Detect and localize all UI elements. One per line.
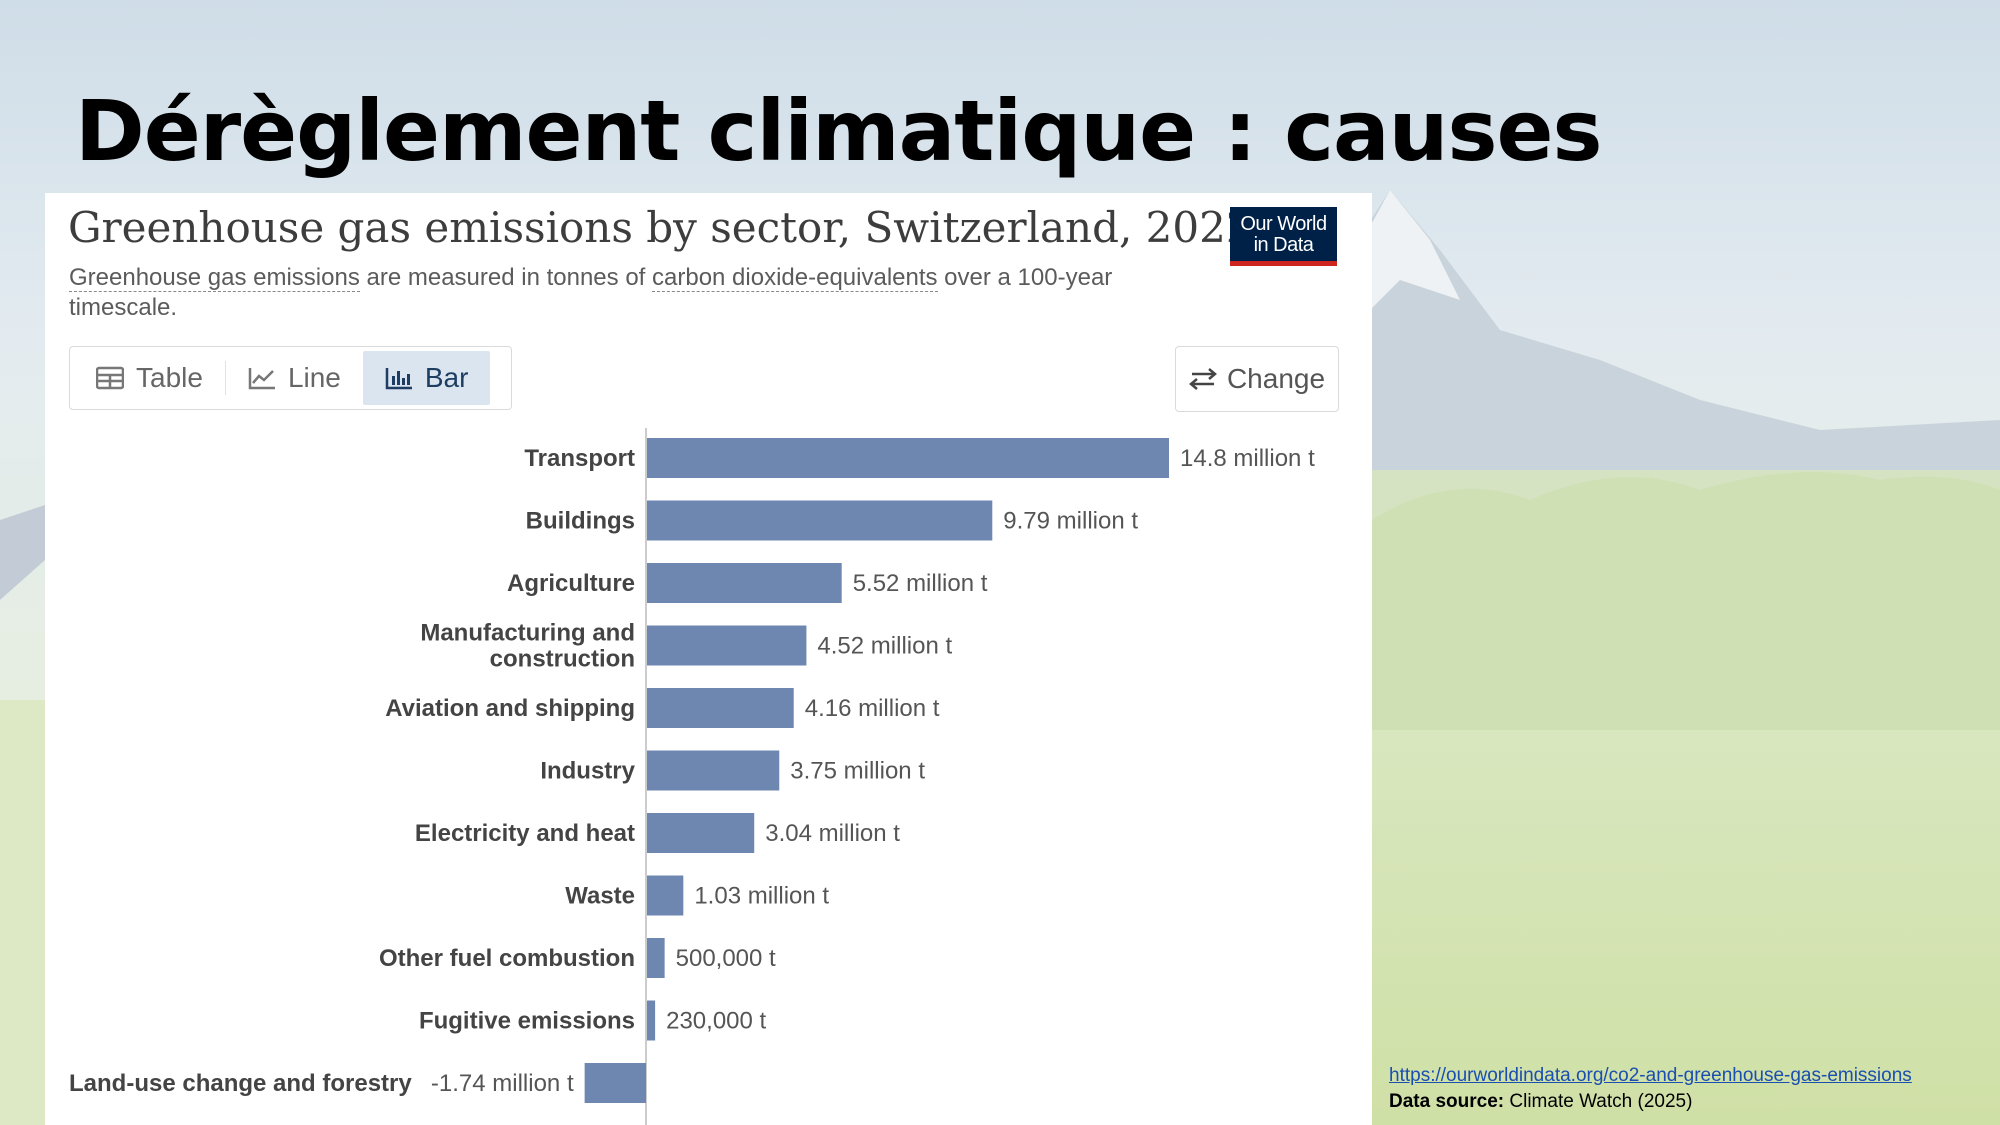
owid-logo[interactable]: Our World in Data	[1230, 207, 1337, 266]
tab-line[interactable]: Line	[226, 351, 363, 405]
category-label-7: Waste	[565, 883, 635, 910]
value-label-4: 4.16 million t	[805, 695, 940, 722]
category-label-4: Aviation and shipping	[385, 695, 635, 722]
tab-bar-label: Bar	[424, 362, 469, 393]
view-tabs: Table Line Bar	[69, 346, 512, 410]
value-label-8: 500,000 t	[676, 945, 776, 972]
category-label-10: Land-use change and forestry	[69, 1070, 412, 1097]
subtitle-text: are measured in tonnes of	[359, 264, 652, 291]
tab-table[interactable]: Table	[74, 351, 225, 405]
bar-0[interactable]	[647, 438, 1169, 478]
category-label-9: Fugitive emissions	[419, 1008, 635, 1035]
bar-8[interactable]	[647, 938, 665, 978]
source-url-link[interactable]: https://ourworldindata.org/co2-and-green…	[1389, 1065, 1912, 1086]
value-label-1: 9.79 million t	[1003, 508, 1138, 535]
category-label-2: Agriculture	[507, 570, 635, 597]
bar-5[interactable]	[647, 750, 780, 791]
logo-line-1: Our World	[1240, 213, 1327, 235]
bar-3[interactable]	[647, 625, 807, 666]
bar-7[interactable]	[647, 875, 684, 916]
category-label-1: Buildings	[526, 508, 635, 535]
bar-1[interactable]	[647, 500, 993, 541]
bar-2[interactable]	[647, 563, 842, 603]
bar-10[interactable]	[584, 1063, 646, 1103]
ghg-emissions-link[interactable]: Greenhouse gas emissions	[69, 264, 360, 292]
bar-chart: 14.8 million t Transport 9.79 million t Bui…	[69, 428, 1315, 1125]
category-label-8: Other fuel combustion	[379, 945, 635, 972]
bar-9[interactable]	[647, 1000, 656, 1041]
chart-title: Greenhouse gas emissions by sector, Swit…	[68, 203, 1253, 252]
data-source-line: Data source: Climate Watch (2025)	[1389, 1089, 1912, 1115]
value-label-6: 3.04 million t	[765, 820, 900, 847]
swap-arrows-icon	[1189, 368, 1217, 390]
owid-chart-card: Greenhouse gas emissions by sector, Swit…	[45, 193, 1372, 1125]
tab-line-label: Line	[287, 362, 341, 393]
bar-4[interactable]	[647, 688, 794, 728]
data-source-label: Data source:	[1389, 1091, 1505, 1112]
tab-divider	[224, 361, 226, 395]
change-label: Change	[1226, 363, 1326, 394]
value-label-9: 230,000 t	[666, 1008, 766, 1035]
value-label-2: 5.52 million t	[853, 570, 988, 597]
category-label-6: Electricity and heat	[415, 820, 635, 847]
bar-6[interactable]	[647, 813, 755, 853]
slide-title: Dérèglement climatique : causes	[75, 82, 1602, 180]
value-label-5: 3.75 million t	[790, 758, 925, 785]
line-chart-icon	[248, 368, 275, 390]
category-label-5: Industry	[540, 758, 635, 785]
value-label-0: 14.8 million t	[1180, 445, 1315, 472]
value-label-7: 1.03 million t	[694, 883, 829, 910]
table-icon	[96, 366, 124, 390]
bar-chart-icon	[385, 368, 412, 390]
value-label-3: 4.52 million t	[817, 633, 952, 660]
category-label-0: Transport	[524, 445, 635, 472]
data-source-text: Climate Watch (2025)	[1504, 1091, 1693, 1112]
source-block: https://ourworldindata.org/co2-and-green…	[1389, 1063, 1912, 1115]
co2-equivalents-link[interactable]: carbon dioxide-equivalents	[652, 264, 938, 292]
value-label-10: -1.74 million t	[431, 1070, 574, 1097]
tab-table-label: Table	[136, 362, 203, 393]
category-label-3-1: construction	[490, 646, 635, 673]
change-entity-button[interactable]: Change	[1175, 346, 1339, 412]
tab-bar[interactable]: Bar	[362, 351, 491, 405]
category-label-3-0: Manufacturing and	[420, 620, 635, 647]
subtitle-text-end: over a 100-year timescale.	[69, 264, 1113, 321]
chart-subtitle: Greenhouse gas emissions are measured in…	[69, 263, 1199, 323]
logo-line-2: in Data	[1253, 234, 1314, 256]
